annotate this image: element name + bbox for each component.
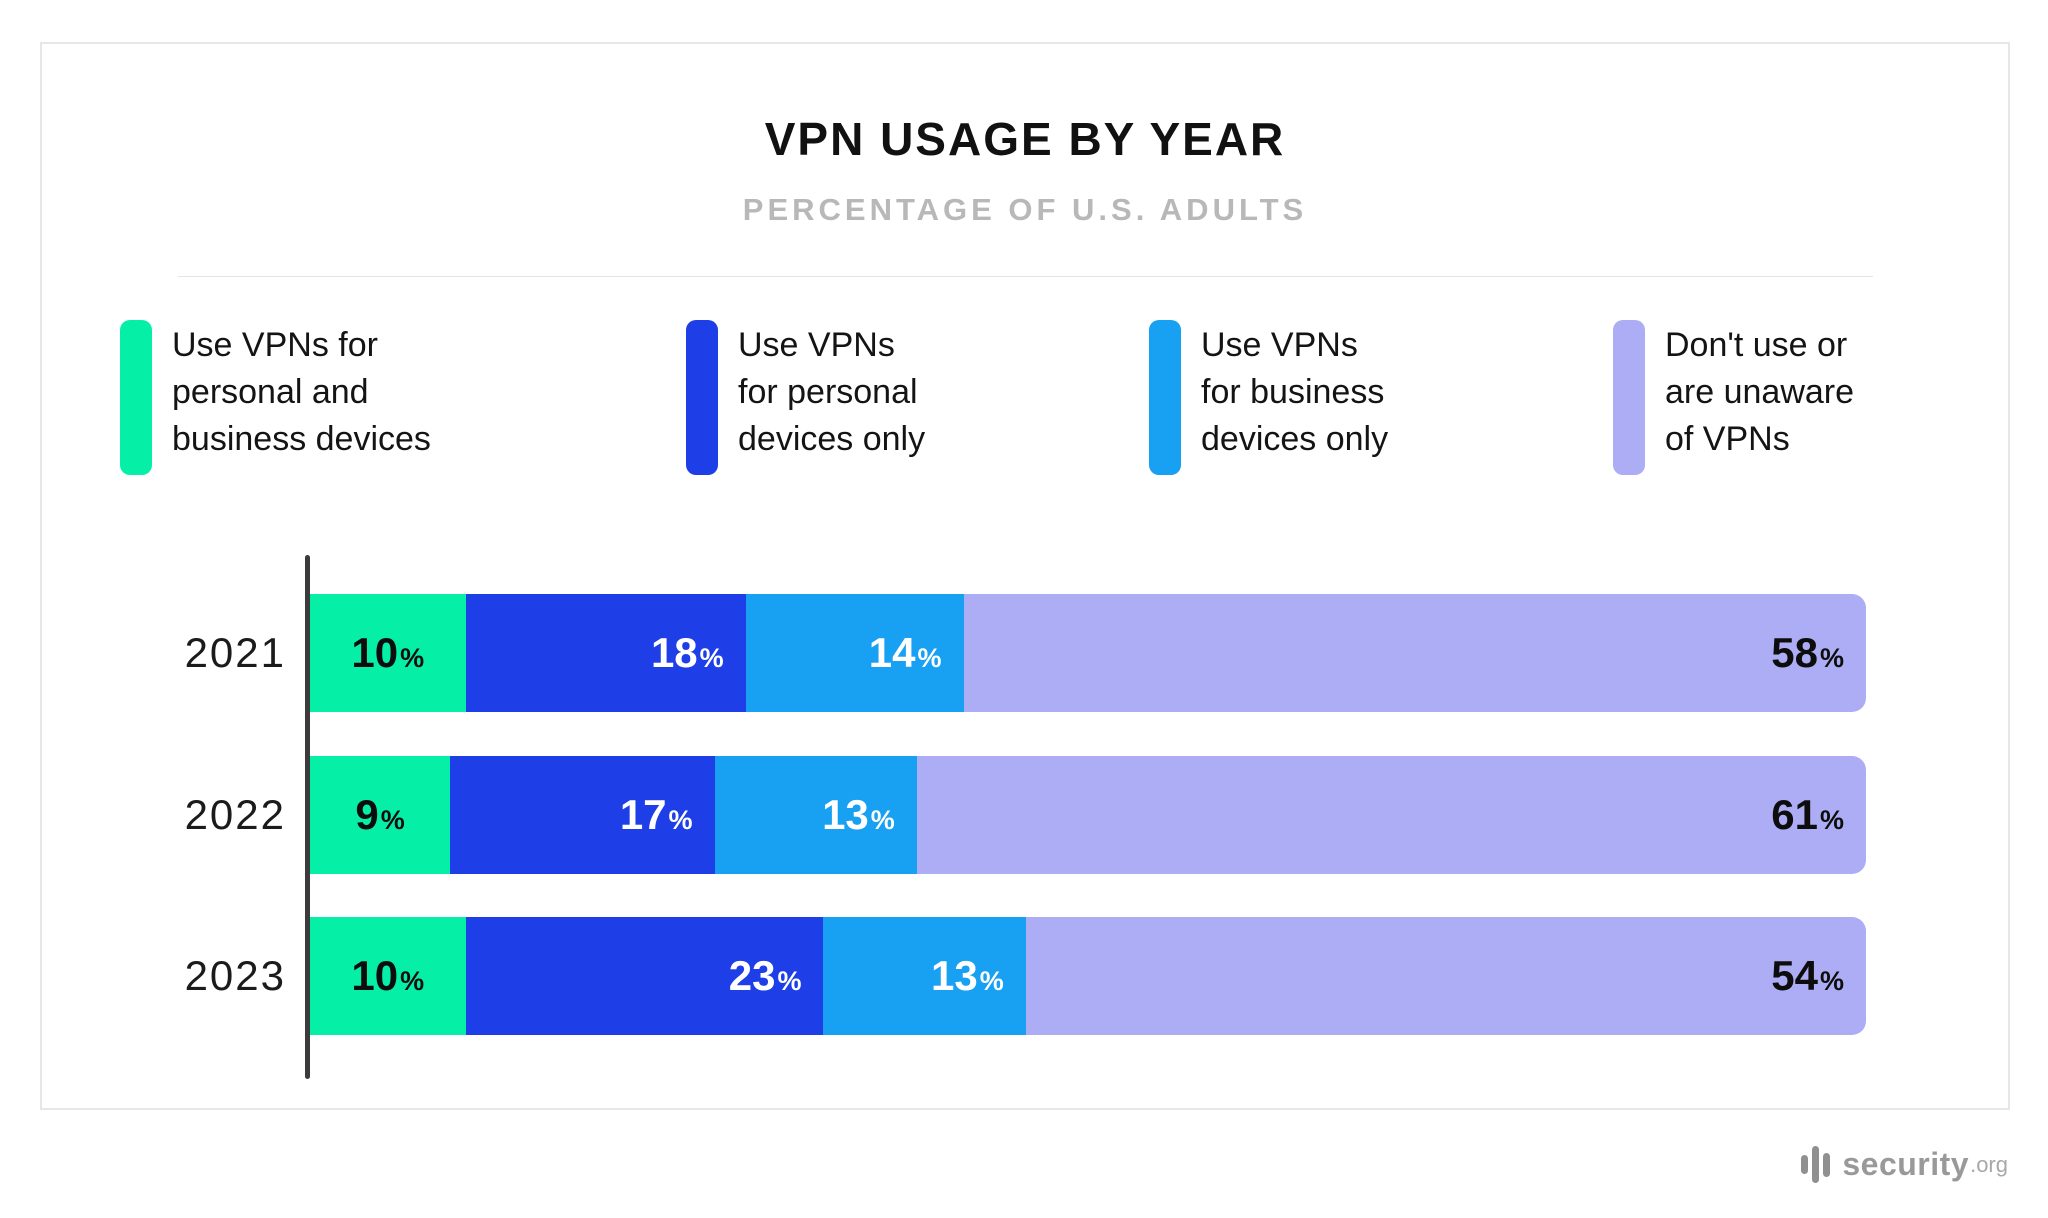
year-label: 2023 <box>184 952 286 999</box>
segment-value-label: 58% <box>1771 629 1844 676</box>
soundwave-logo-icon <box>1801 1146 1834 1183</box>
bar-row-2022: 9% 17% 13% 61% <box>310 756 1866 874</box>
year-label: 2022 <box>184 791 286 838</box>
chart-subtitle: PERCENTAGE OF U.S. ADULTS <box>742 192 1308 227</box>
bar-segment: 61% <box>916 756 1866 874</box>
bar-segment: 54% <box>1025 917 1866 1035</box>
brand-tld: .org <box>1970 1151 2008 1177</box>
legend: Use VPNs for personal and business devic… <box>42 320 2008 480</box>
legend-label: Use VPNs for business devices only <box>1201 326 1389 458</box>
bar-segment: 18% <box>465 594 746 712</box>
legend-item: Use VPNs for business devices only <box>1149 320 1388 475</box>
bar-row-2021: 10% 18% 14% 58% <box>310 594 1866 712</box>
chart-card: VPN USAGE BY YEAR PERCENTAGE OF U.S. ADU… <box>40 42 2010 1110</box>
bar-segment: 17% <box>450 756 715 874</box>
segment-value-label: 17% <box>619 791 693 838</box>
bar-segment: 58% <box>963 594 1866 712</box>
chart: 2021 10% 18% 14% 58% 2022 9% 17% 13% 61% 2023 10% 23… <box>42 44 2008 1108</box>
legend-label: Use VPNs for personal devices only <box>738 326 926 458</box>
bar-segment: 10% <box>310 917 466 1035</box>
year-label: 2021 <box>184 629 286 676</box>
bar-segment: 14% <box>745 594 964 712</box>
bar-segment: 13% <box>823 917 1026 1035</box>
legend-swatch <box>120 320 152 475</box>
legend-swatch <box>1613 320 1645 475</box>
chart-title: VPN USAGE BY YEAR <box>764 113 1286 165</box>
segment-value-label: 13% <box>822 791 895 838</box>
header-divider <box>177 276 1873 277</box>
legend-swatch <box>1149 320 1181 475</box>
security-org-logo: security .org <box>1801 1146 2008 1183</box>
legend-swatch <box>686 320 718 475</box>
segment-value-label: 14% <box>868 629 942 676</box>
legend-item: Use VPNs for personal and business devic… <box>120 320 431 475</box>
segment-value-label: 54% <box>1771 952 1844 999</box>
bar-segment: 23% <box>465 917 824 1035</box>
legend-item: Use VPNs for personal devices only <box>686 320 925 475</box>
segment-value-label: 23% <box>728 952 802 999</box>
segment-value-label: 61% <box>1771 791 1844 838</box>
segment-value-label: 13% <box>931 952 1004 999</box>
legend-item: Don't use or are unaware of VPNs <box>1613 320 1854 475</box>
bar-segment: 9% <box>310 756 451 874</box>
brand-name: security <box>1842 1146 1970 1182</box>
bar-row-2023: 10% 23% 13% 54% <box>310 917 1866 1035</box>
bar-segment: 10% <box>310 594 466 712</box>
legend-label: Use VPNs for personal and business devic… <box>172 326 431 458</box>
segment-value-label: 10% <box>351 952 425 999</box>
legend-label: Don't use or are unaware of VPNs <box>1665 326 1855 458</box>
segment-value-label: 9% <box>355 791 405 838</box>
segment-value-label: 10% <box>351 629 425 676</box>
y-axis-line <box>305 555 310 1079</box>
segment-value-label: 18% <box>650 629 724 676</box>
bar-segment: 13% <box>714 756 917 874</box>
